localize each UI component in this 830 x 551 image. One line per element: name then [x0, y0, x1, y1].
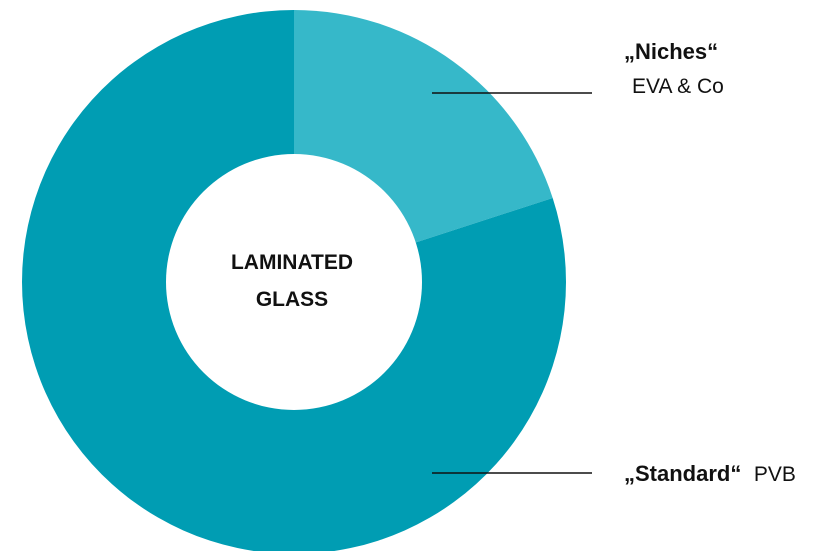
center-label-line-1: LAMINATED: [231, 251, 353, 274]
slice-label-standard-row: „Standard“ PVB: [624, 461, 796, 486]
slice-sublabel-standard: PVB: [754, 463, 796, 486]
slice-label-niches: „Niches“: [624, 39, 718, 64]
slice-label-standard: „Standard“: [624, 461, 741, 486]
center-label-line-2: GLASS: [256, 288, 328, 311]
slice-sublabel-niches: EVA & Co: [632, 75, 724, 98]
slice-standard: [22, 10, 566, 551]
donut-hole: [166, 154, 422, 410]
